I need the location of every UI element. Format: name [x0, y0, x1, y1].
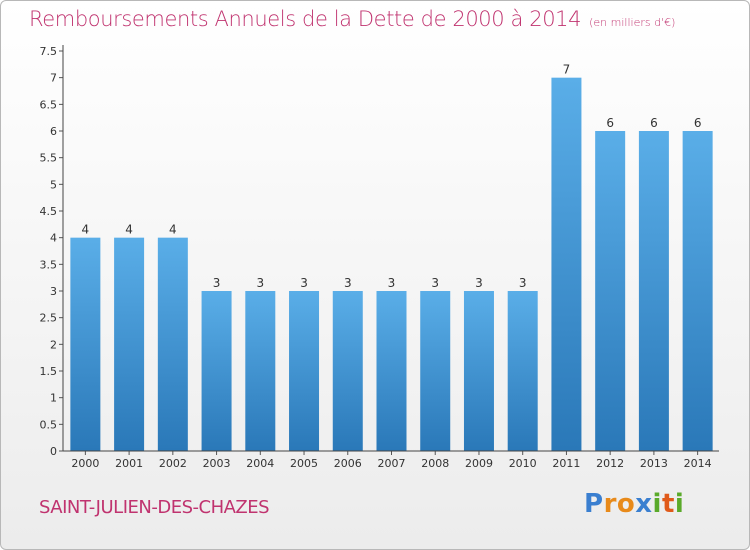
bar: [245, 291, 276, 451]
logo-letter: i: [652, 489, 662, 519]
x-tick-label: 2005: [290, 457, 318, 470]
bar-value-label: 3: [213, 276, 221, 290]
x-tick-label: 2013: [640, 457, 668, 470]
x-tick-label: 2009: [465, 457, 493, 470]
logo-letter: t: [661, 489, 675, 519]
bar: [595, 131, 626, 451]
bar-value-label: 7: [563, 63, 571, 77]
y-tick-label: 3.5: [40, 258, 58, 271]
y-tick-label: 1: [50, 392, 57, 405]
logo-letter: i: [674, 489, 685, 519]
x-tick-label: 2000: [71, 457, 99, 470]
y-tick-label: 4: [50, 232, 57, 245]
bar-value-label: 3: [431, 276, 439, 290]
logo-letter: x: [635, 489, 653, 519]
bar-value-label: 3: [344, 276, 352, 290]
commune-name: SAINT-JULIEN-DES-CHAZES: [39, 497, 270, 518]
bar: [638, 131, 669, 451]
y-tick-label: 7.5: [40, 45, 58, 58]
bar-value-label: 6: [606, 116, 614, 130]
x-tick-label: 2001: [115, 457, 143, 470]
bar: [157, 237, 188, 451]
bar-value-label: 3: [300, 276, 308, 290]
bar: [376, 291, 407, 451]
bar: [463, 291, 494, 451]
bar-value-label: 6: [650, 116, 658, 130]
bar-value-label: 3: [256, 276, 264, 290]
chart-title: Remboursements Annuels de la Dette de 20…: [29, 7, 675, 31]
bar: [201, 291, 232, 451]
bar-value-label: 3: [388, 276, 396, 290]
logo-letter: r: [603, 489, 617, 519]
x-tick-label: 2012: [596, 457, 624, 470]
bar-value-label: 3: [519, 276, 527, 290]
y-tick-label: 6: [50, 125, 57, 138]
x-tick-label: 2011: [552, 457, 580, 470]
x-tick-label: 2006: [334, 457, 362, 470]
proxiti-logo: Proxiti: [584, 489, 684, 519]
unit-note: (en milliers d'€): [589, 16, 676, 29]
y-tick-label: 4.5: [40, 205, 58, 218]
y-tick-label: 0: [50, 445, 57, 458]
x-tick-label: 2014: [684, 457, 712, 470]
y-tick-label: 1.5: [40, 365, 58, 378]
y-tick-label: 2.5: [40, 312, 58, 325]
bar-value-label: 4: [169, 223, 177, 237]
x-tick-label: 2003: [203, 457, 231, 470]
bar: [289, 291, 320, 451]
bar-value-label: 6: [694, 116, 702, 130]
bar: [332, 291, 363, 451]
x-tick-label: 2008: [421, 457, 449, 470]
bar: [114, 237, 145, 451]
y-tick-label: 5.5: [40, 152, 58, 165]
bar: [507, 291, 538, 451]
x-tick-label: 2007: [378, 457, 406, 470]
bar-value-label: 3: [475, 276, 483, 290]
y-tick-label: 6.5: [40, 98, 58, 111]
y-tick-label: 3: [50, 285, 57, 298]
y-tick-label: 2: [50, 338, 57, 351]
bar: [70, 237, 101, 451]
bar: [682, 131, 713, 451]
chart-title-text: Remboursements Annuels de la Dette de 20…: [29, 7, 582, 31]
bar: [420, 291, 451, 451]
y-tick-label: 7: [50, 72, 57, 85]
x-tick-label: 2004: [246, 457, 274, 470]
bar-value-label: 4: [82, 223, 90, 237]
y-tick-label: 5: [50, 178, 57, 191]
logo-letter: P: [584, 489, 604, 519]
bar: [551, 77, 582, 452]
y-tick-label: 0.5: [40, 418, 58, 431]
x-tick-label: 2002: [159, 457, 187, 470]
x-tick-label: 2010: [509, 457, 537, 470]
logo-letter: o: [616, 489, 636, 519]
bar-value-label: 4: [125, 223, 133, 237]
